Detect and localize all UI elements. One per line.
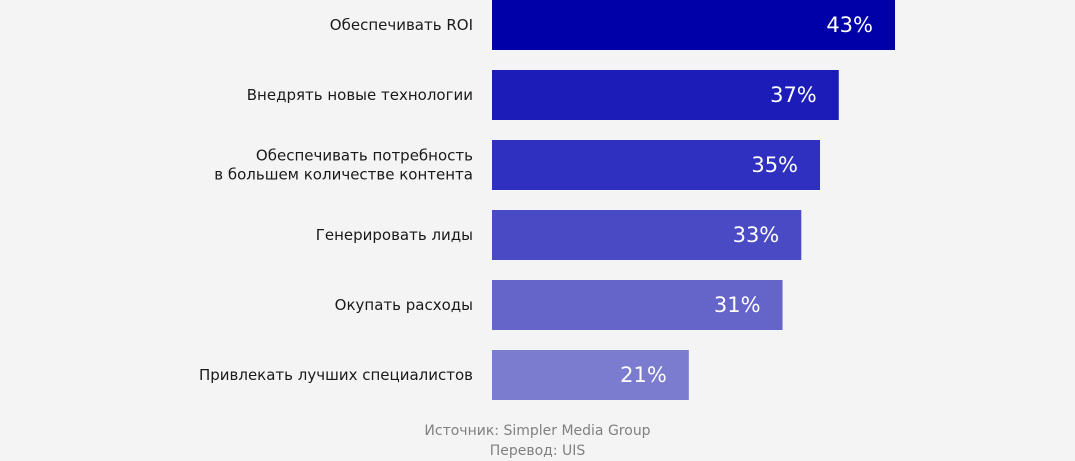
category-label-2-line-0: Обеспечивать потребность (256, 147, 473, 165)
category-label-4: Окупать расходы (335, 296, 473, 314)
value-label-0: 43% (826, 13, 873, 37)
bar-2 (492, 140, 821, 190)
translation-note: Перевод: UIS (489, 443, 586, 459)
bar-3 (492, 210, 802, 260)
category-label-1: Внедрять новые технологии (247, 86, 473, 104)
value-label-3: 33% (733, 223, 780, 247)
bar-0 (492, 0, 895, 50)
bar-1 (492, 70, 839, 120)
bar-4 (492, 280, 783, 330)
category-label-2-line-1: в большем количестве контента (214, 166, 473, 184)
bar-5 (492, 350, 689, 400)
category-label-3: Генерировать лиды (316, 226, 473, 244)
value-label-2: 35% (751, 153, 798, 177)
category-label-5: Привлекать лучших специалистов (199, 366, 473, 384)
value-label-1: 37% (770, 83, 817, 107)
value-label-5: 21% (620, 363, 667, 387)
category-label-0: Обеспечивать ROI (330, 16, 473, 34)
source-note: Источник: Simpler Media Group (424, 423, 651, 439)
value-label-4: 31% (714, 293, 761, 317)
